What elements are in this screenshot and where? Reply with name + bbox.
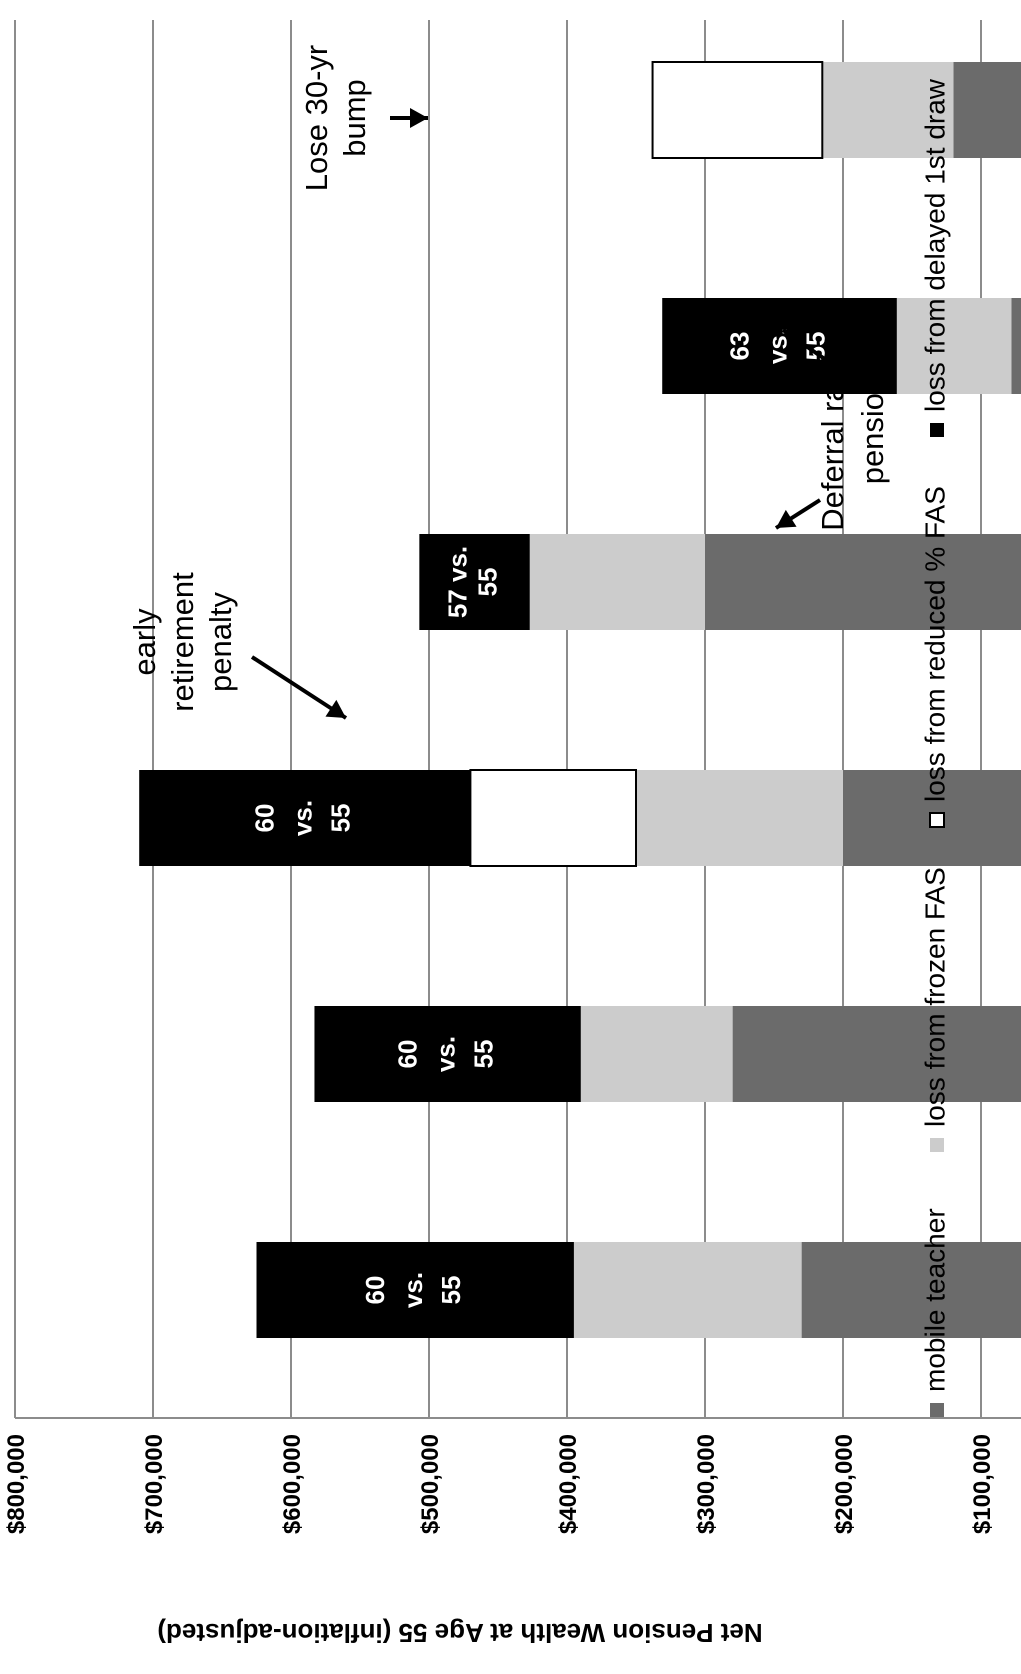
bar-segment-arkansas-1: [580, 1006, 733, 1102]
y-tick-label: $500,000: [417, 1434, 444, 1534]
legend-swatch-1: [930, 1138, 944, 1152]
segment-label: vs.: [288, 800, 318, 836]
y-tick-label: $100,000: [969, 1434, 996, 1534]
bar-segment-massachusetts-0: [953, 62, 1021, 158]
arrow-early-retirement: [250, 655, 348, 720]
segment-label: 55: [472, 568, 502, 597]
bar-segment-massachusetts-2: [651, 61, 824, 159]
segment-label: vs.: [398, 1272, 428, 1308]
segment-label: 55: [436, 1276, 466, 1305]
arrow-california-head: [776, 509, 797, 528]
annotation-early-retirement: early: [127, 608, 162, 676]
y-tick-label: $600,000: [279, 1434, 306, 1534]
annotation-deferral: Deferral raises: [815, 329, 850, 531]
legend-label-0: mobile teacher: [919, 1208, 950, 1392]
annotation-deferral: pension: [855, 376, 890, 485]
y-tick-label: $800,000: [3, 1434, 30, 1534]
annotation-early-retirement: retirement: [165, 572, 200, 712]
segment-label: vs.: [431, 1036, 461, 1072]
bar-segment-california-0: [705, 534, 1021, 630]
bar-segment-california-3: [419, 534, 530, 630]
segment-label: 57 vs.: [442, 546, 472, 618]
segment-label: 55: [326, 804, 356, 833]
bar-segment-texas-0: [1011, 298, 1021, 394]
segment-label: 60: [250, 804, 280, 833]
segment-label: 63: [724, 332, 754, 361]
y-tick-label: $700,000: [141, 1434, 168, 1534]
y-tick-label: $200,000: [831, 1434, 858, 1534]
arrow-massachusetts-head: [410, 108, 428, 128]
bar-segment-ohio-1: [636, 770, 843, 866]
bar-segment-ohio-2: [469, 769, 637, 867]
legend-label-2: loss from reduced % FAS: [919, 486, 950, 802]
arrow-early-retirement-head: [325, 699, 346, 718]
bar-segment-massachusetts-1: [822, 62, 954, 158]
bar-segment-california-1: [529, 534, 705, 630]
bar-segment-arkansas-0: [732, 1006, 1021, 1102]
bar-segment-ohio-3: [139, 770, 471, 866]
legend-swatch-3: [930, 423, 944, 437]
bar-segment-missouri-0: [801, 1242, 1021, 1338]
legend-label-3: loss from delayed 1st draw: [919, 78, 950, 412]
bar-segment-texas-3: [662, 298, 897, 394]
annotation-lose-bump: Lose 30-yr: [299, 45, 334, 191]
bar-segment-arkansas-3: [314, 1006, 581, 1102]
y-tick-label: $300,000: [693, 1434, 720, 1534]
segment-label: 60: [360, 1276, 390, 1305]
arrow-texas-head: [783, 330, 804, 349]
bar-segment-texas-1: [896, 298, 1012, 394]
y-axis-title: Net Pension Wealth at Age 55 (inflation-…: [157, 1618, 762, 1648]
annotation-lose-bump: bump: [337, 79, 372, 157]
bar-segment-missouri-3: [256, 1242, 574, 1338]
legend-swatch-0: [930, 1403, 944, 1417]
y-tick-label: $400,000: [555, 1434, 582, 1534]
annotation-early-retirement: penalty: [203, 592, 238, 692]
segment-label: 55: [469, 1040, 499, 1069]
legend-label-1: loss from frozen FAS: [919, 867, 950, 1127]
legend-swatch-2: [929, 812, 945, 828]
segment-label: 60: [393, 1040, 423, 1069]
bar-segment-missouri-1: [573, 1242, 802, 1338]
